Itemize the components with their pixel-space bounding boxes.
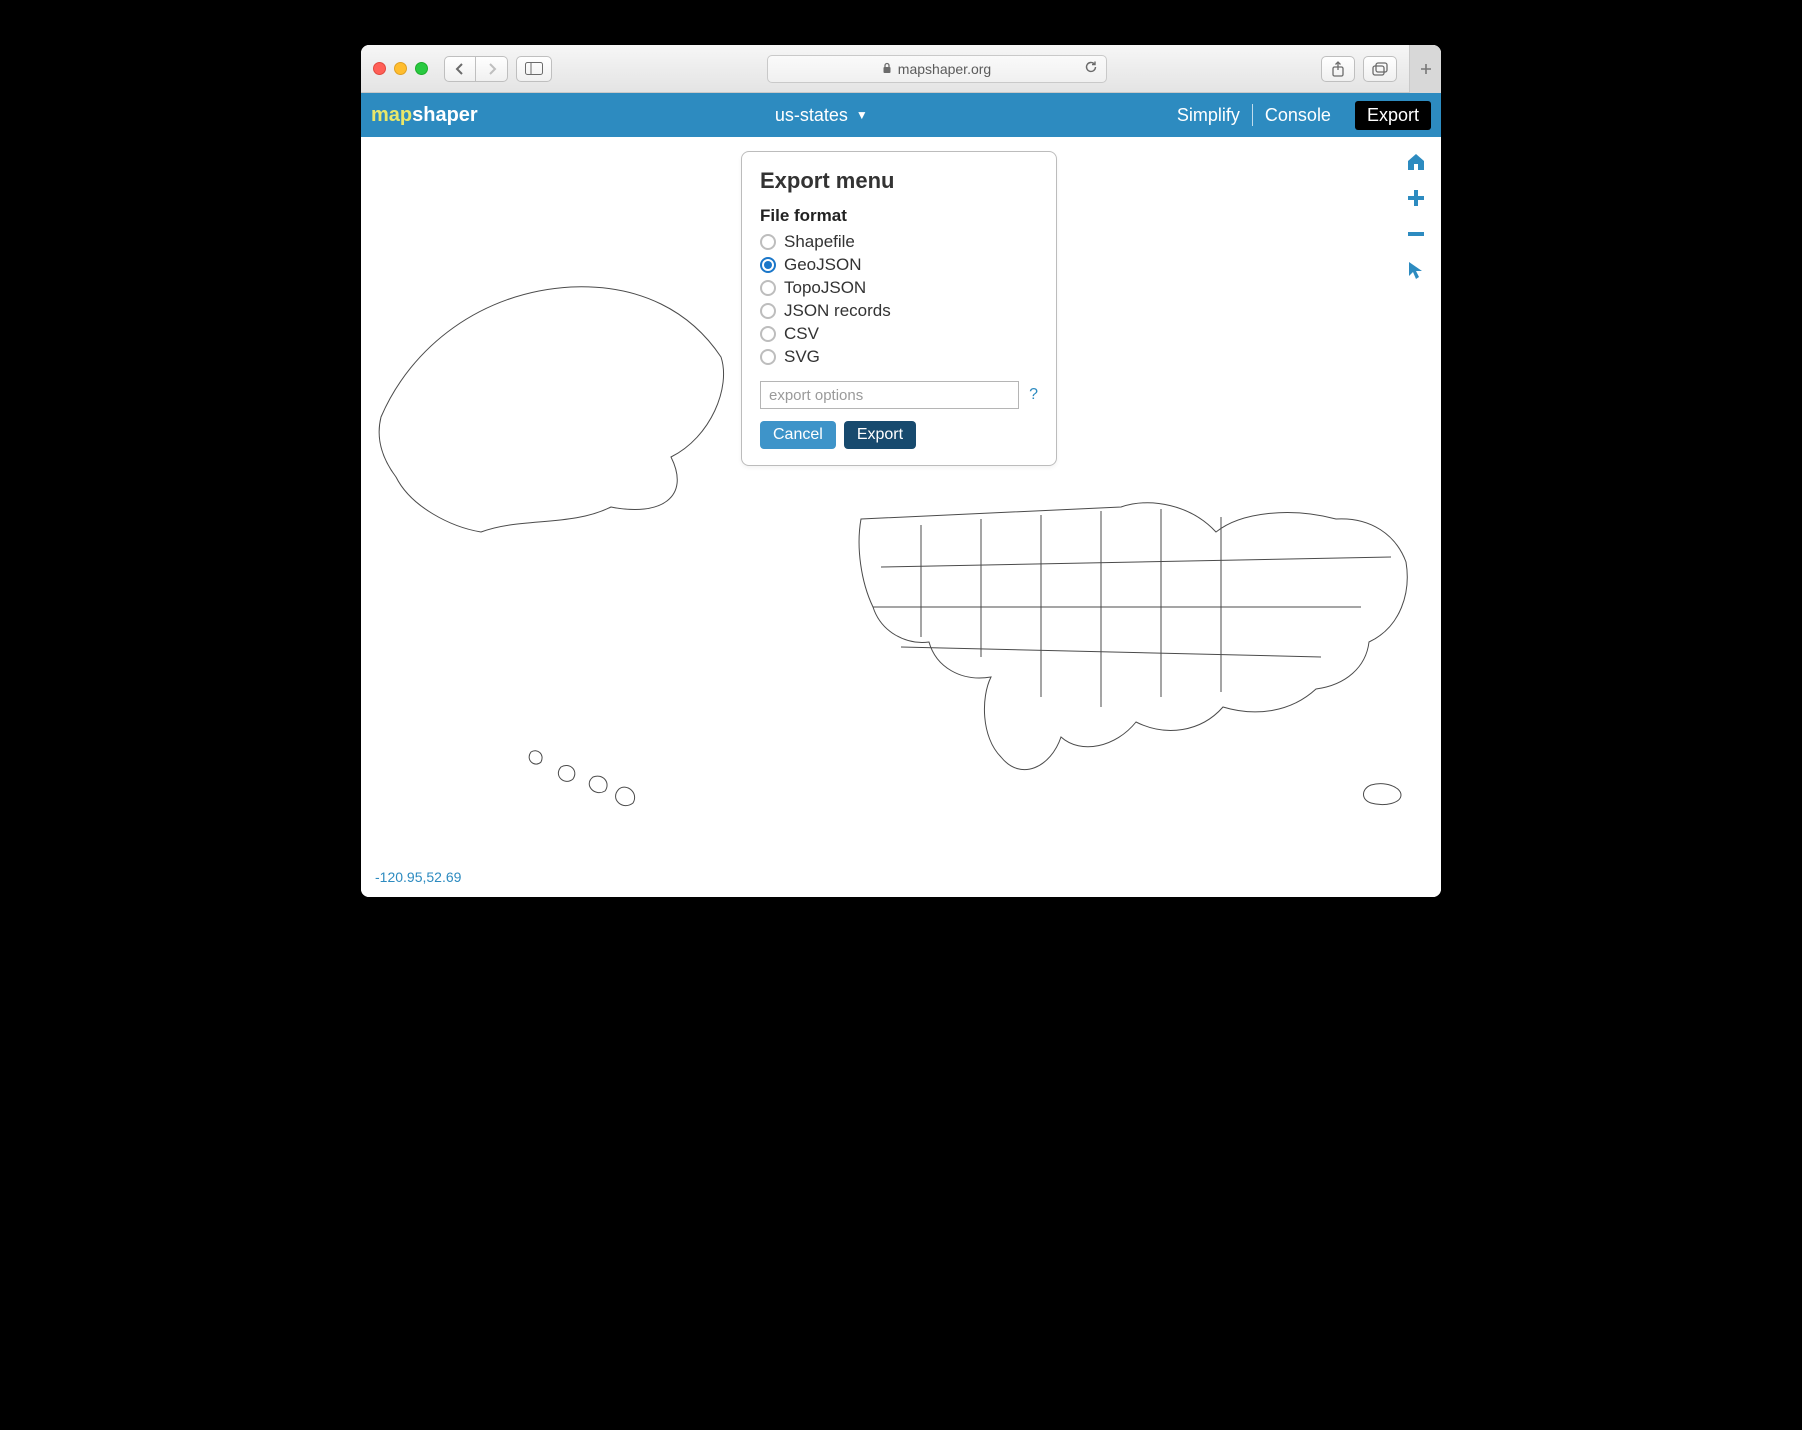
zoom-out-icon[interactable]	[1405, 223, 1427, 245]
forward-button[interactable]	[476, 56, 508, 82]
format-option[interactable]: TopoJSON	[760, 278, 1038, 298]
export-dialog: Export menu File format Shapefile GeoJSON…	[741, 151, 1057, 466]
cancel-button[interactable]: Cancel	[760, 421, 836, 449]
format-option-label: Shapefile	[784, 232, 855, 252]
radio-icon	[760, 326, 776, 342]
header-right: Simplify Console Export	[1165, 101, 1431, 130]
logo-shaper: shaper	[412, 104, 478, 126]
reload-icon[interactable]	[1084, 60, 1098, 77]
toolbar-right	[1321, 56, 1397, 82]
radio-icon	[760, 257, 776, 273]
export-options-input[interactable]	[760, 381, 1019, 409]
address-host: mapshaper.org	[898, 61, 991, 77]
sidebar-toggle-button[interactable]	[516, 56, 552, 82]
dialog-export-button[interactable]: Export	[844, 421, 916, 449]
dialog-title: Export menu	[760, 168, 1038, 194]
map-canvas[interactable]: Export menu File format Shapefile GeoJSON…	[361, 137, 1441, 897]
share-button[interactable]	[1321, 56, 1355, 82]
format-option[interactable]: CSV	[760, 324, 1038, 344]
home-icon[interactable]	[1405, 151, 1427, 173]
export-button[interactable]: Export	[1355, 101, 1431, 130]
lock-icon	[882, 61, 892, 77]
back-button[interactable]	[444, 56, 476, 82]
layer-selector[interactable]: us-states ▼	[775, 105, 868, 126]
new-tab-button[interactable]	[1409, 45, 1441, 93]
logo-map: map	[371, 104, 412, 126]
format-label: File format	[760, 206, 1038, 226]
browser-titlebar: mapshaper.org	[361, 45, 1441, 93]
zoom-window-icon[interactable]	[415, 62, 428, 75]
address-bar[interactable]: mapshaper.org	[767, 55, 1107, 83]
radio-icon	[760, 234, 776, 250]
browser-window: mapshaper.org mapshaper us-states ▼	[361, 45, 1441, 897]
nav-buttons	[444, 56, 508, 82]
app-logo: mapshaper	[371, 104, 478, 127]
layer-name: us-states	[775, 105, 848, 126]
format-option-label: JSON records	[784, 301, 891, 321]
chevron-down-icon: ▼	[856, 108, 868, 122]
radio-icon	[760, 349, 776, 365]
coords-readout: -120.95,52.69	[375, 869, 461, 885]
help-icon[interactable]: ?	[1029, 386, 1038, 404]
simplify-button[interactable]: Simplify	[1165, 101, 1252, 130]
zoom-in-icon[interactable]	[1405, 187, 1427, 209]
console-button[interactable]: Console	[1253, 101, 1343, 130]
close-window-icon[interactable]	[373, 62, 386, 75]
app-header: mapshaper us-states ▼ Simplify Console E…	[361, 93, 1441, 137]
radio-icon	[760, 303, 776, 319]
pointer-icon[interactable]	[1405, 259, 1427, 281]
format-option-label: GeoJSON	[784, 255, 861, 275]
format-option-label: CSV	[784, 324, 819, 344]
format-option[interactable]: JSON records	[760, 301, 1038, 321]
map-toolbox	[1405, 151, 1427, 281]
format-option[interactable]: GeoJSON	[760, 255, 1038, 275]
format-option[interactable]: Shapefile	[760, 232, 1038, 252]
radio-icon	[760, 280, 776, 296]
format-option-label: TopoJSON	[784, 278, 866, 298]
tabs-button[interactable]	[1363, 56, 1397, 82]
minimize-window-icon[interactable]	[394, 62, 407, 75]
traffic-lights	[373, 62, 428, 75]
format-option[interactable]: SVG	[760, 347, 1038, 367]
format-option-label: SVG	[784, 347, 820, 367]
